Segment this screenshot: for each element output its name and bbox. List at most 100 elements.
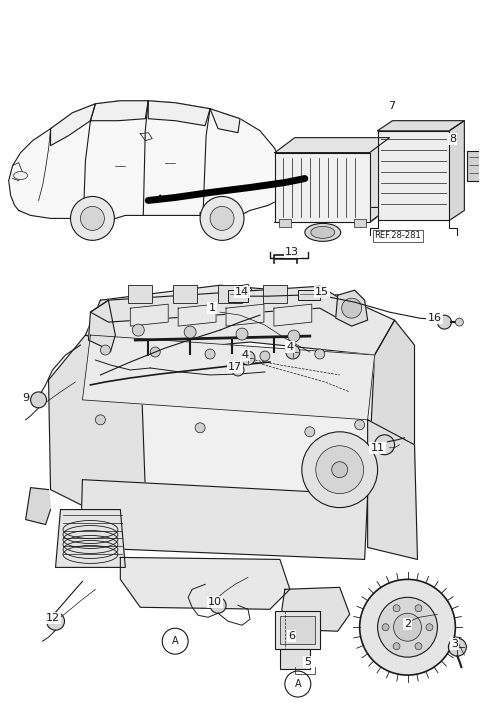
Polygon shape bbox=[25, 487, 50, 524]
Text: 15: 15 bbox=[315, 287, 329, 297]
Circle shape bbox=[415, 643, 422, 650]
Polygon shape bbox=[275, 207, 390, 222]
Circle shape bbox=[437, 315, 451, 329]
Polygon shape bbox=[50, 104, 96, 146]
Text: REF.28-281: REF.28-281 bbox=[374, 231, 421, 240]
Circle shape bbox=[315, 349, 325, 359]
Polygon shape bbox=[81, 479, 368, 560]
Bar bbox=[354, 219, 366, 227]
Circle shape bbox=[236, 328, 248, 340]
Text: 11: 11 bbox=[371, 443, 384, 453]
Circle shape bbox=[100, 345, 110, 355]
Polygon shape bbox=[275, 152, 370, 222]
Circle shape bbox=[210, 597, 226, 613]
Circle shape bbox=[393, 605, 400, 612]
Polygon shape bbox=[368, 419, 418, 560]
Polygon shape bbox=[90, 101, 148, 121]
Circle shape bbox=[195, 423, 205, 432]
Polygon shape bbox=[178, 304, 216, 326]
Bar bbox=[280, 617, 315, 644]
Circle shape bbox=[456, 318, 463, 326]
Polygon shape bbox=[56, 510, 125, 567]
Circle shape bbox=[241, 351, 255, 365]
Text: 6: 6 bbox=[288, 631, 295, 641]
Circle shape bbox=[360, 579, 456, 675]
Text: 13: 13 bbox=[285, 248, 299, 257]
Text: 8: 8 bbox=[449, 134, 456, 144]
Bar bbox=[468, 151, 480, 180]
Circle shape bbox=[316, 445, 364, 494]
Circle shape bbox=[394, 613, 421, 641]
Circle shape bbox=[260, 351, 270, 361]
Text: 9: 9 bbox=[22, 393, 29, 403]
Bar bbox=[263, 285, 287, 303]
Polygon shape bbox=[368, 320, 415, 510]
Circle shape bbox=[150, 347, 160, 357]
Polygon shape bbox=[370, 138, 390, 222]
Polygon shape bbox=[9, 101, 280, 220]
Circle shape bbox=[374, 435, 395, 455]
Circle shape bbox=[205, 349, 215, 359]
Ellipse shape bbox=[305, 223, 341, 241]
Text: 1: 1 bbox=[209, 303, 216, 313]
Circle shape bbox=[415, 605, 422, 612]
Circle shape bbox=[184, 326, 196, 338]
Bar bbox=[275, 612, 320, 649]
Ellipse shape bbox=[311, 227, 335, 238]
Circle shape bbox=[355, 419, 365, 430]
Text: 2: 2 bbox=[404, 619, 411, 630]
Circle shape bbox=[96, 415, 106, 425]
Polygon shape bbox=[83, 335, 374, 419]
Circle shape bbox=[232, 364, 244, 376]
Circle shape bbox=[286, 345, 300, 359]
Polygon shape bbox=[378, 121, 464, 131]
Polygon shape bbox=[275, 138, 390, 152]
Polygon shape bbox=[148, 101, 210, 126]
Polygon shape bbox=[449, 121, 464, 220]
Polygon shape bbox=[48, 335, 145, 510]
Circle shape bbox=[332, 461, 348, 478]
Circle shape bbox=[81, 206, 104, 230]
Text: 7: 7 bbox=[388, 101, 395, 110]
Polygon shape bbox=[336, 290, 368, 326]
Ellipse shape bbox=[13, 172, 28, 180]
Text: A: A bbox=[295, 679, 301, 689]
Circle shape bbox=[426, 624, 433, 631]
Text: 17: 17 bbox=[228, 362, 242, 372]
Bar bbox=[228, 290, 248, 303]
Polygon shape bbox=[50, 335, 374, 495]
Polygon shape bbox=[88, 300, 115, 352]
Polygon shape bbox=[274, 304, 312, 326]
Text: 12: 12 bbox=[46, 613, 60, 623]
Polygon shape bbox=[378, 131, 449, 220]
Text: 5: 5 bbox=[304, 657, 312, 667]
Circle shape bbox=[302, 432, 378, 508]
Circle shape bbox=[382, 624, 389, 631]
Polygon shape bbox=[130, 304, 168, 326]
Bar bbox=[280, 649, 310, 669]
Polygon shape bbox=[226, 304, 264, 326]
Circle shape bbox=[210, 206, 234, 230]
Text: A: A bbox=[172, 636, 179, 646]
Polygon shape bbox=[85, 285, 395, 355]
Bar bbox=[298, 290, 320, 300]
Text: 14: 14 bbox=[235, 287, 249, 297]
Circle shape bbox=[71, 196, 114, 240]
Bar bbox=[173, 285, 197, 303]
Text: 3: 3 bbox=[451, 639, 458, 649]
Circle shape bbox=[393, 643, 400, 650]
Circle shape bbox=[378, 597, 437, 657]
Circle shape bbox=[342, 298, 361, 318]
Polygon shape bbox=[210, 109, 240, 133]
Text: 10: 10 bbox=[208, 597, 222, 607]
Bar bbox=[128, 285, 152, 303]
Circle shape bbox=[305, 427, 315, 437]
Bar bbox=[218, 285, 242, 303]
Circle shape bbox=[288, 330, 300, 342]
Text: 4: 4 bbox=[241, 350, 249, 360]
Circle shape bbox=[448, 638, 467, 656]
Circle shape bbox=[132, 324, 144, 336]
Circle shape bbox=[31, 392, 47, 408]
Circle shape bbox=[200, 196, 244, 240]
Text: 16: 16 bbox=[427, 313, 442, 323]
